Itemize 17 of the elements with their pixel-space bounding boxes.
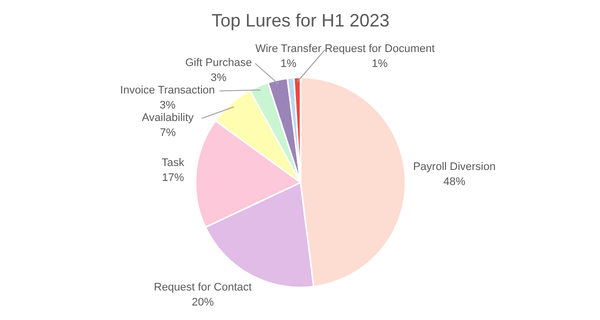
data-label: 20% <box>192 296 214 308</box>
data-label: 3% <box>160 99 176 112</box>
slice-label: Request for Document <box>324 43 435 55</box>
slice-label: Invoice Transaction <box>120 84 215 96</box>
slice-label: Wire Transfer <box>255 43 322 55</box>
slice-label: Availability <box>142 112 194 124</box>
data-label: 1% <box>372 58 388 70</box>
slice-label: Task <box>162 156 185 169</box>
slice-label: Request for Contact <box>154 281 252 294</box>
data-label: 1% <box>280 58 297 70</box>
slice-label: Gift Purchase <box>185 56 252 69</box>
data-label: 3% <box>210 72 227 84</box>
data-label: 17% <box>162 172 184 184</box>
chart-title: Top Lures for H1 2023 <box>211 10 390 30</box>
data-label: 48% <box>443 176 466 188</box>
slice-label: Payroll Diversion <box>413 160 496 173</box>
data-label: 7% <box>160 126 176 139</box>
